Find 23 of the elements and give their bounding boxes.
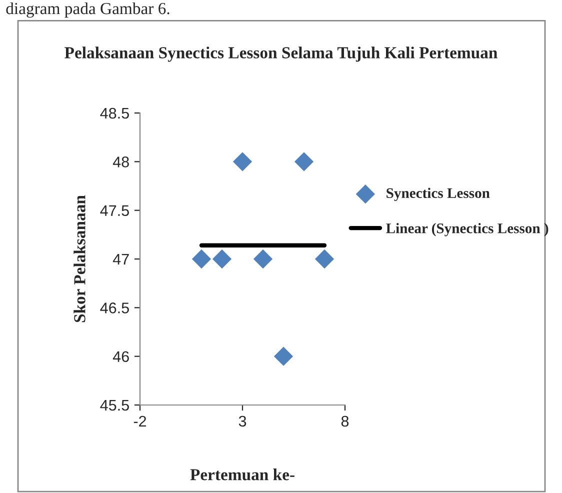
y-tick-label: 48	[112, 156, 129, 168]
point	[294, 152, 314, 172]
x-tick-label: 8	[341, 416, 349, 427]
point	[314, 249, 334, 269]
x-axis-title: Pertemuan ke-	[190, 468, 294, 480]
text: diagram pada Gambar 6.	[6, 2, 170, 18]
y-tick-label: 46	[112, 351, 129, 362]
y-tick-label: 47	[112, 254, 129, 265]
legend-label: Linear (Synectics Lesson )	[386, 223, 548, 236]
point	[192, 249, 212, 269]
x-tick-label: 3	[238, 416, 246, 427]
chart-title: Pelaksanaan Synectics Lesson Selama Tujuh Kali Pertemuan	[64, 46, 498, 62]
point	[253, 249, 273, 269]
point	[274, 346, 294, 366]
y-tick-label: 46.5	[100, 302, 129, 314]
legend-label: Synectics Lesson	[386, 188, 490, 202]
y-tick-label: 47.5	[100, 205, 129, 216]
x-tick-label: -2	[134, 416, 146, 426]
y-tick-label: 48.5	[100, 108, 129, 119]
point	[212, 249, 232, 269]
y-tick-label: 45.5	[100, 400, 129, 411]
y-axis-title: Skor Pelaksanaan	[74, 195, 86, 322]
point	[232, 152, 252, 172]
